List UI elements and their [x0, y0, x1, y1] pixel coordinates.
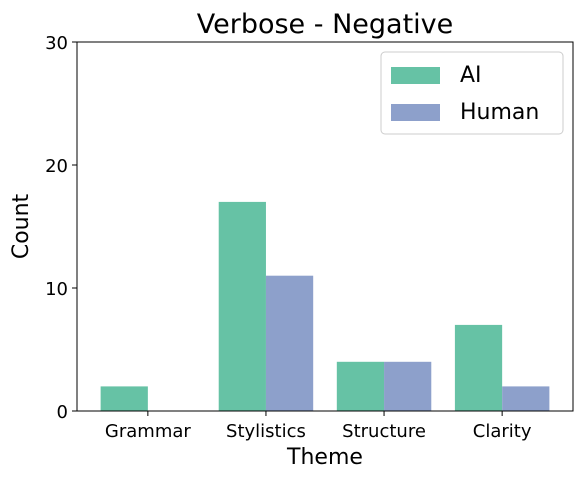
- legend-swatch-ai: [391, 67, 440, 84]
- y-axis-ticks: 0 10 20 30: [45, 33, 77, 423]
- legend: AI Human: [380, 51, 564, 135]
- x-axis-ticks: Grammar Stylistics Structure Clarity: [105, 411, 532, 442]
- bars-group: [100, 201, 550, 411]
- legend-label-human: Human: [460, 100, 539, 125]
- x-axis-label: Theme: [286, 445, 363, 470]
- x-tick-label: Grammar: [105, 421, 191, 442]
- bar-ai-clarity: [454, 324, 503, 411]
- plot-frame: [76, 41, 574, 412]
- bar-human-stylistics: [265, 275, 314, 411]
- y-tick-label: 20: [45, 156, 68, 177]
- bar-ai-stylistics: [218, 201, 266, 411]
- legend-label-ai: AI: [460, 63, 482, 88]
- y-tick-label: 10: [45, 279, 68, 300]
- y-tick-label: 0: [57, 402, 68, 423]
- x-tick-label: Stylistics: [226, 421, 306, 442]
- bar-human-clarity: [502, 386, 550, 411]
- bar-ai-structure: [336, 361, 385, 411]
- x-tick-label: Clarity: [473, 421, 532, 442]
- y-tick-label: 30: [45, 33, 68, 54]
- y-axis-label: Count: [9, 193, 34, 259]
- bar-human-structure: [384, 361, 432, 411]
- x-tick-label: Structure: [342, 421, 426, 442]
- chart-title: Verbose - Negative: [197, 9, 454, 40]
- bar-ai-grammar: [100, 386, 148, 411]
- legend-swatch-human: [391, 104, 440, 121]
